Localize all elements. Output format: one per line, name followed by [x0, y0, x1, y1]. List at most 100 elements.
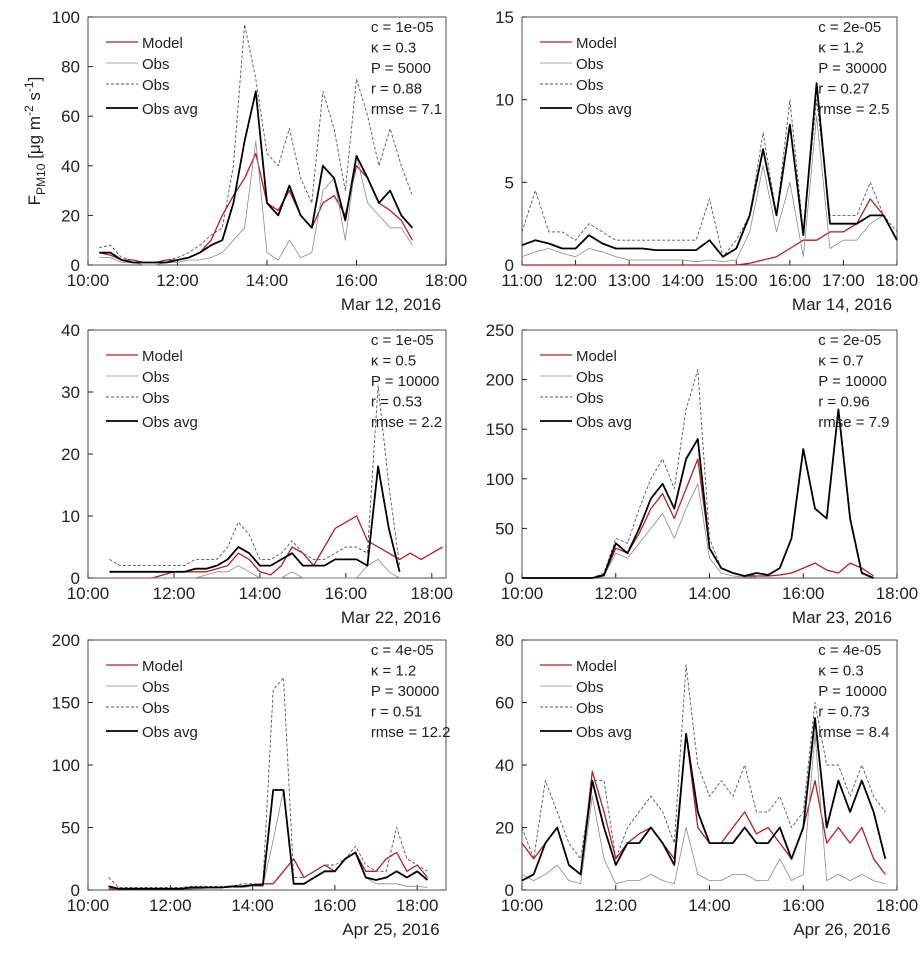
panel: 0 10 20 30 40 10:00 12:00 14:00 16:00 18:00 Model O…	[61, 321, 453, 627]
x-tick-label: 18:00	[876, 271, 919, 290]
annotation: rmse = 7.1	[371, 101, 442, 118]
x-tick-label: 10:00	[501, 584, 544, 603]
y-axis-label-part: ]	[25, 77, 44, 82]
annotation: c = 4e-05	[371, 642, 434, 659]
y-tick-label: 20	[61, 206, 80, 225]
x-tick-label: 12:00	[156, 271, 199, 290]
y-tick-label: 0	[505, 881, 514, 900]
annotation: κ = 0.3	[371, 40, 416, 57]
annotation: r = 0.88	[371, 81, 422, 98]
series-line	[99, 140, 413, 266]
series-line	[108, 789, 429, 890]
x-tick-label: 14:00	[688, 896, 731, 915]
series-line	[108, 677, 428, 888]
x-tick-label: 13:00	[608, 271, 651, 290]
legend-label: Obs avg	[576, 414, 632, 431]
y-axis-label-part: F	[25, 195, 44, 205]
legend-label: Obs avg	[142, 414, 198, 431]
annotation: c = 1e-05	[371, 19, 434, 36]
panel: 0 50 100 150 200 250 10:00 12:00 14:00 16:00 18:00…	[486, 321, 919, 627]
y-tick-label: 10	[61, 507, 80, 526]
legend-label: Model	[576, 35, 617, 52]
y-tick-label: 40	[495, 756, 514, 775]
y-tick-label: 20	[61, 445, 80, 464]
annotation: c = 4e-05	[818, 642, 881, 659]
series-line	[99, 23, 413, 263]
series-line	[522, 369, 757, 579]
series-line	[109, 465, 401, 573]
y-tick-label: 10	[495, 91, 514, 110]
annotation: r = 0.96	[818, 394, 869, 411]
x-tick-label: 16:00	[314, 896, 357, 915]
y-tick-label: 20	[495, 819, 514, 838]
legend-label: Obs avg	[142, 724, 198, 741]
x-tick-label: 10:00	[67, 271, 110, 290]
y-tick-label: 80	[61, 58, 80, 77]
y-tick-label: 0	[71, 881, 80, 900]
series-line	[521, 733, 886, 885]
x-axis-label: Mar 12, 2016	[341, 295, 441, 314]
annotation: P = 10000	[371, 373, 440, 390]
legend-label: Model	[576, 348, 617, 365]
legend-label: Obs	[576, 679, 604, 696]
x-tick-label: 14:00	[688, 584, 731, 603]
legend-label: Obs	[576, 77, 604, 94]
x-tick-label: 15:00	[715, 271, 758, 290]
x-tick-label: 12:00	[594, 896, 637, 915]
panel: 0 20 40 60 80 10:00 12:00 14:00 16:00 18:00 Model O…	[495, 631, 918, 939]
x-axis-label: Mar 14, 2016	[792, 295, 892, 314]
x-tick-label: 11:00	[501, 271, 542, 290]
annotation: κ = 1.2	[371, 663, 416, 680]
annotation: κ = 0.5	[371, 353, 416, 370]
y-tick-label: 100	[52, 8, 80, 27]
panel: 0 20 40 60 80 100 10:00 12:00 14:00 16:00 18:00 Mod…	[22, 8, 467, 314]
x-tick-label: 18:00	[396, 896, 439, 915]
y-tick-label: 100	[52, 756, 80, 775]
annotation: κ = 0.7	[818, 353, 863, 370]
x-tick-label: 10:00	[67, 584, 110, 603]
y-tick-label: 0	[71, 256, 80, 275]
legend-label: Obs avg	[576, 101, 632, 118]
annotation: rmse = 2.2	[371, 414, 442, 431]
x-tick-label: 14:00	[231, 896, 274, 915]
y-tick-label: 40	[61, 321, 80, 340]
y-tick-label: 50	[495, 519, 514, 538]
y-tick-label: 0	[505, 569, 514, 588]
y-tick-label: 0	[71, 569, 80, 588]
annotation: P = 10000	[818, 373, 887, 390]
x-tick-label: 10:00	[67, 896, 110, 915]
annotation: P = 30000	[371, 683, 440, 700]
x-axis-label: Apr 25, 2016	[342, 920, 439, 939]
x-tick-label: 18:00	[425, 271, 468, 290]
annotation: rmse = 7.9	[818, 414, 889, 431]
y-axis-label: FPM10 [μg m-2 s-1]	[22, 77, 48, 206]
series-line	[109, 515, 443, 579]
annotation: rmse = 8.4	[818, 724, 889, 741]
y-tick-label: 50	[61, 819, 80, 838]
y-tick-label: 40	[61, 157, 80, 176]
y-axis-label-part: s	[25, 92, 44, 105]
plot-area	[87, 329, 447, 579]
y-tick-label: 100	[486, 470, 514, 489]
legend-label: Obs	[142, 56, 170, 73]
series-line	[109, 385, 401, 567]
annotation: rmse = 12.2	[371, 724, 451, 741]
series-line	[521, 82, 898, 258]
x-tick-label: 16:00	[769, 271, 812, 290]
y-tick-label: 200	[486, 371, 514, 390]
legend-label: Model	[142, 658, 183, 675]
series-line	[521, 664, 886, 860]
legend-label: Obs	[142, 369, 170, 386]
x-tick-label: 12:00	[554, 271, 597, 290]
x-tick-label: 12:00	[149, 896, 192, 915]
annotation: κ = 0.3	[818, 663, 863, 680]
y-tick-label: 30	[61, 383, 80, 402]
legend-label: Obs	[142, 77, 170, 94]
y-tick-label: 80	[495, 631, 514, 650]
x-tick-label: 16:00	[335, 271, 378, 290]
y-tick-label: 60	[61, 107, 80, 126]
y-tick-label: 250	[486, 321, 514, 340]
y-tick-label: 0	[505, 256, 514, 275]
x-tick-label: 14:00	[239, 584, 282, 603]
